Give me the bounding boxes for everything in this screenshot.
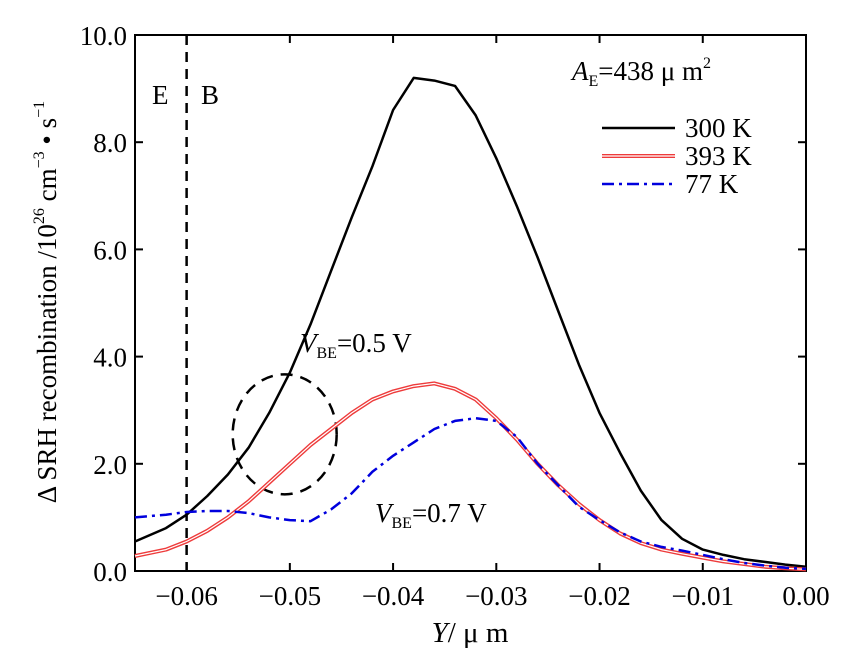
series-line-77k — [134, 416, 807, 571]
legend-header-sup: 2 — [703, 55, 711, 72]
annotation-vbe-0-5-value: =0.5 V — [337, 328, 412, 358]
annotation-vbe-0-5: VBE=0.5 V — [300, 328, 412, 362]
x-tick-label: −0.05 — [259, 581, 321, 611]
y-tick-label: 8.0 — [93, 128, 127, 158]
highlight-dashed-circle — [231, 373, 338, 496]
x-axis-label-variable: Y — [432, 617, 451, 649]
legend-header-symbol: A — [570, 56, 589, 86]
annotation-vbe-0-7-sub: BE — [392, 515, 412, 532]
annotation-vbe-0-7: VBE=0.7 V — [375, 498, 487, 532]
annotation-vbe-0-5-symbol: V — [300, 328, 320, 358]
y-tick-label: 6.0 — [93, 235, 127, 265]
y-tick-label: 4.0 — [93, 343, 127, 373]
legend-label-393k: 393 K — [685, 141, 752, 171]
series-line-300k — [134, 76, 807, 568]
legend-label-77k: 77 K — [685, 169, 739, 199]
annotation-vbe-0-7-value: =0.7 V — [412, 498, 487, 528]
y-axis-label-dot: • s — [32, 118, 62, 151]
x-tick-label: −0.03 — [465, 581, 527, 611]
plot-frame — [134, 34, 807, 572]
y-tick-label: 10.0 — [80, 21, 127, 51]
x-axis-label: Y/ μ m — [432, 617, 509, 649]
y-axis-label-unit-exp2: −1 — [31, 101, 48, 118]
y-axis-label-unit: cm — [32, 168, 62, 208]
y-axis-label-unit-exp1: −3 — [31, 151, 48, 168]
x-tick-label: −0.06 — [155, 581, 217, 611]
series-line-393k-inner — [134, 382, 807, 570]
legend: AE=438 μ m2 300 K 393 K 77 K — [570, 55, 752, 199]
series-layer — [134, 76, 807, 572]
legend-header-value: =438 μ m — [598, 56, 703, 86]
region-label-b: B — [201, 80, 219, 110]
y-axis-label: Δ SRH recombination /1026 cm−3 • s−1 — [31, 101, 62, 503]
legend-label-300k: 300 K — [685, 113, 752, 143]
y-tick-label: 0.0 — [93, 557, 127, 587]
legend-header: AE=438 μ m2 — [570, 55, 711, 90]
x-tick-label: 0.00 — [782, 581, 829, 611]
y-tick-label: 2.0 — [93, 450, 127, 480]
series-line-393k — [134, 381, 807, 572]
region-label-e: E — [152, 80, 169, 110]
x-tick-label: −0.02 — [568, 581, 630, 611]
x-tick-label: −0.04 — [362, 581, 425, 611]
y-axis-label-exp: 26 — [31, 208, 48, 224]
y-axis-ticks: 0.0 2.0 4.0 6.0 8.0 10.0 — [80, 21, 806, 587]
annotation-vbe-0-7-symbol: V — [375, 498, 395, 528]
x-axis-label-unit: / μ m — [448, 617, 509, 649]
x-tick-label: −0.01 — [672, 581, 734, 611]
annotation-vbe-0-5-sub: BE — [317, 345, 337, 362]
legend-header-sub: E — [589, 73, 599, 90]
y-axis-label-main: Δ SRH recombination /10 — [32, 224, 62, 503]
x-axis-ticks: −0.06 −0.05 −0.04 −0.03 −0.02 −0.01 0.00 — [155, 35, 830, 611]
